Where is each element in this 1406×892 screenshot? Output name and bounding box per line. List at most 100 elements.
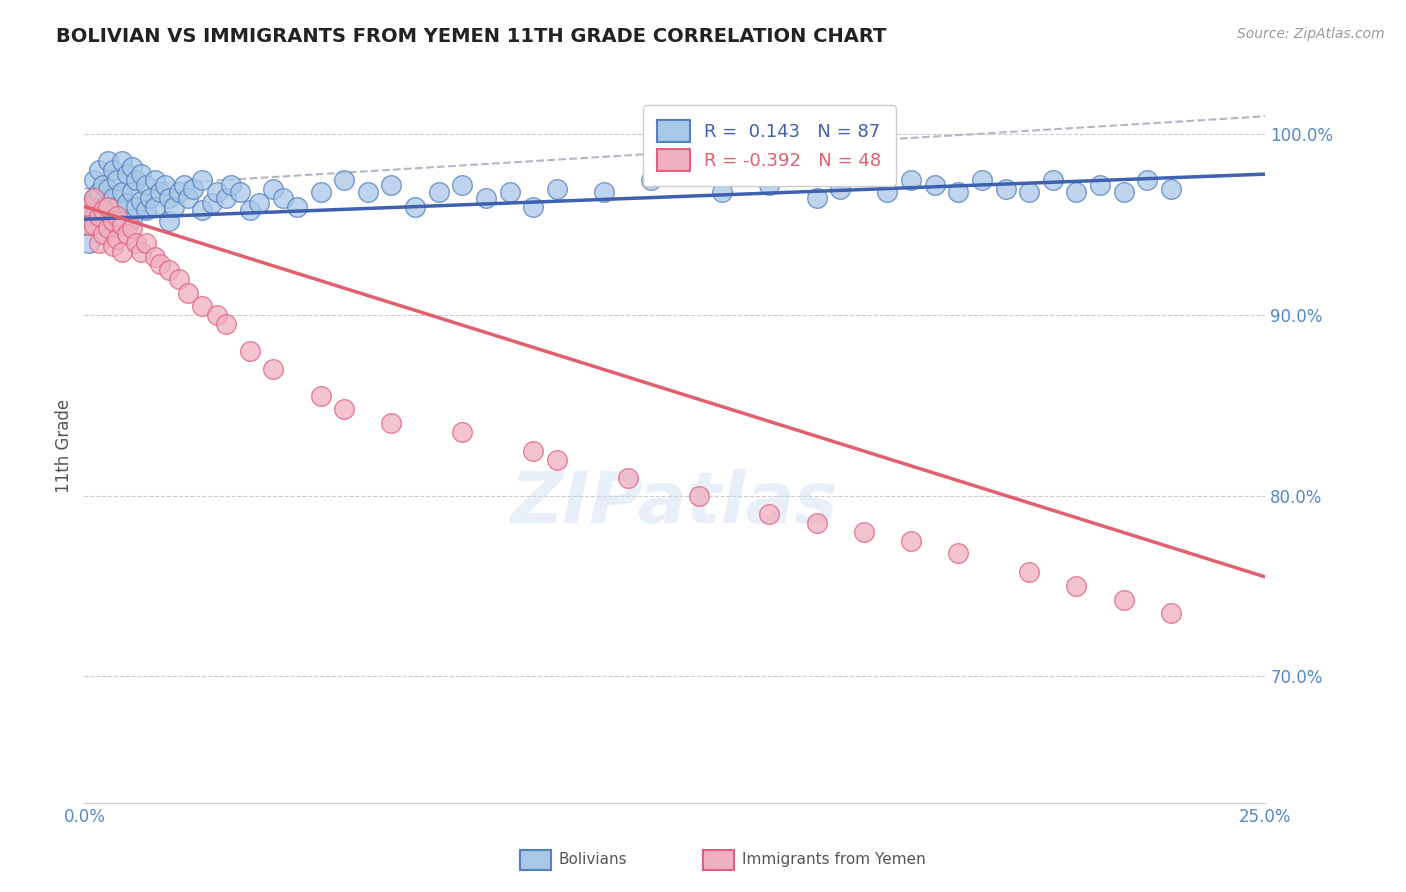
Point bbox=[115, 196, 138, 211]
Point bbox=[101, 163, 124, 178]
Point bbox=[101, 218, 124, 232]
Point bbox=[522, 443, 544, 458]
Point bbox=[380, 178, 402, 192]
Point bbox=[101, 191, 124, 205]
Point bbox=[83, 191, 105, 205]
Point bbox=[948, 547, 970, 561]
Point bbox=[876, 185, 898, 199]
Point bbox=[77, 200, 100, 214]
Point bbox=[546, 452, 568, 467]
Point bbox=[900, 533, 922, 548]
Point bbox=[125, 200, 148, 214]
Point bbox=[125, 172, 148, 186]
Point bbox=[111, 244, 134, 259]
Point bbox=[970, 172, 993, 186]
Point bbox=[167, 185, 190, 199]
Point bbox=[380, 417, 402, 431]
Point bbox=[309, 185, 332, 199]
Point bbox=[135, 178, 157, 192]
Point bbox=[157, 263, 180, 277]
Point bbox=[111, 154, 134, 169]
Point bbox=[201, 196, 224, 211]
Point bbox=[239, 344, 262, 359]
Point bbox=[91, 227, 114, 241]
Point bbox=[1066, 579, 1088, 593]
Point bbox=[404, 200, 426, 214]
Point bbox=[191, 203, 214, 218]
Legend: R =  0.143   N = 87, R = -0.392   N = 48: R = 0.143 N = 87, R = -0.392 N = 48 bbox=[643, 105, 896, 186]
Point bbox=[77, 235, 100, 250]
Point bbox=[475, 191, 498, 205]
Point bbox=[177, 286, 200, 301]
Point bbox=[948, 185, 970, 199]
Point bbox=[125, 235, 148, 250]
Text: Immigrants from Yemen: Immigrants from Yemen bbox=[742, 853, 927, 867]
Point bbox=[143, 200, 166, 214]
Text: Source: ZipAtlas.com: Source: ZipAtlas.com bbox=[1237, 27, 1385, 41]
Point bbox=[215, 191, 238, 205]
Point bbox=[191, 172, 214, 186]
Point bbox=[163, 200, 186, 214]
Point bbox=[139, 191, 162, 205]
Point bbox=[121, 212, 143, 227]
Point bbox=[83, 172, 105, 186]
Point bbox=[129, 194, 152, 209]
Point bbox=[205, 185, 228, 199]
Point bbox=[758, 507, 780, 521]
Point bbox=[711, 185, 734, 199]
Point bbox=[83, 218, 105, 232]
Point bbox=[157, 191, 180, 205]
Point bbox=[830, 181, 852, 195]
Point bbox=[107, 232, 129, 246]
Point bbox=[271, 191, 294, 205]
Point bbox=[115, 167, 138, 181]
Point bbox=[451, 178, 474, 192]
Point bbox=[1136, 172, 1159, 186]
Point bbox=[87, 209, 110, 223]
Point bbox=[852, 524, 875, 539]
Point bbox=[1018, 185, 1040, 199]
Point bbox=[167, 272, 190, 286]
Point bbox=[97, 200, 120, 214]
Point bbox=[498, 185, 520, 199]
Point bbox=[149, 185, 172, 199]
Point bbox=[640, 172, 662, 186]
Point bbox=[522, 200, 544, 214]
Point bbox=[87, 235, 110, 250]
Point bbox=[77, 200, 100, 214]
Point bbox=[107, 200, 129, 214]
Point bbox=[97, 181, 120, 195]
Point bbox=[1066, 185, 1088, 199]
Point bbox=[135, 203, 157, 218]
Point bbox=[97, 221, 120, 235]
Point bbox=[111, 185, 134, 199]
Point bbox=[427, 185, 450, 199]
Point bbox=[181, 181, 204, 195]
Point bbox=[924, 178, 946, 192]
Point bbox=[153, 178, 176, 192]
Point bbox=[994, 181, 1017, 195]
Point bbox=[333, 172, 356, 186]
Point bbox=[101, 214, 124, 228]
Point bbox=[229, 185, 252, 199]
Point bbox=[1112, 593, 1135, 607]
Point bbox=[87, 185, 110, 199]
Point bbox=[87, 163, 110, 178]
Point bbox=[111, 214, 134, 228]
Point bbox=[1018, 565, 1040, 579]
Y-axis label: 11th Grade: 11th Grade bbox=[55, 399, 73, 493]
Point bbox=[97, 209, 120, 223]
Point bbox=[83, 209, 105, 223]
Point bbox=[77, 218, 100, 232]
Point bbox=[191, 299, 214, 313]
Point bbox=[1088, 178, 1111, 192]
Point bbox=[219, 178, 242, 192]
Point bbox=[546, 181, 568, 195]
Point bbox=[129, 244, 152, 259]
Point bbox=[143, 250, 166, 264]
Point bbox=[758, 178, 780, 192]
Point bbox=[173, 178, 195, 192]
Point bbox=[900, 172, 922, 186]
Point bbox=[77, 218, 100, 232]
Point bbox=[262, 362, 284, 376]
